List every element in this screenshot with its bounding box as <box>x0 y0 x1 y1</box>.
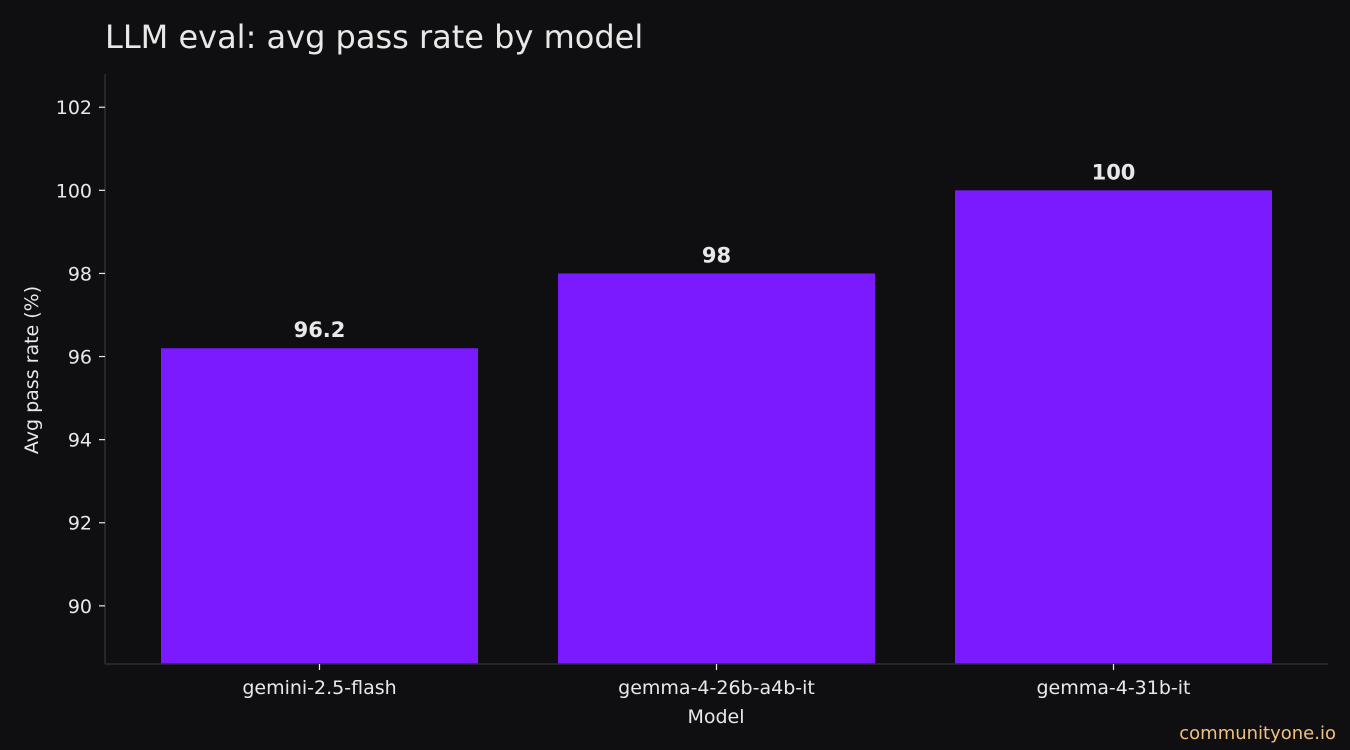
y-tick-label: 94 <box>68 430 92 452</box>
y-tick-label: 92 <box>68 513 92 535</box>
bar-gemma-4-31b-it <box>955 190 1272 665</box>
watermark-text: communityone.io <box>1179 723 1336 744</box>
y-axis-ticks: 90 92 94 96 98 100 102 <box>56 97 105 618</box>
data-labels-group: 96.2 98 100 <box>294 160 1136 342</box>
y-tick-label: 100 <box>56 180 92 202</box>
y-tick-label: 102 <box>56 97 92 119</box>
x-axis-label: Model <box>687 706 744 728</box>
y-tick-label: 96 <box>68 347 92 369</box>
bar-gemma-4-26b-a4b-it <box>558 273 875 664</box>
y-tick-label: 90 <box>68 596 92 618</box>
x-tick-label: gemma-4-31b-it <box>1036 677 1190 699</box>
y-tick-label: 98 <box>68 263 92 285</box>
data-label-gemma-4-26b-a4b-it: 98 <box>702 243 731 267</box>
data-label-gemma-4-31b-it: 100 <box>1092 160 1136 184</box>
x-tick-label: gemini-2.5-flash <box>242 677 396 699</box>
chart-title: LLM eval: avg pass rate by model <box>105 18 643 56</box>
x-tick-label: gemma-4-26b-a4b-it <box>618 677 815 699</box>
data-label-gemini-2.5-flash: 96.2 <box>294 318 346 342</box>
bar-gemini-2.5-flash <box>161 348 478 664</box>
y-axis-label: Avg pass rate (%) <box>21 286 43 454</box>
bars-group <box>161 190 1272 665</box>
x-axis-ticks: gemini-2.5-flash gemma-4-26b-a4b-it gemma-… <box>242 664 1191 699</box>
